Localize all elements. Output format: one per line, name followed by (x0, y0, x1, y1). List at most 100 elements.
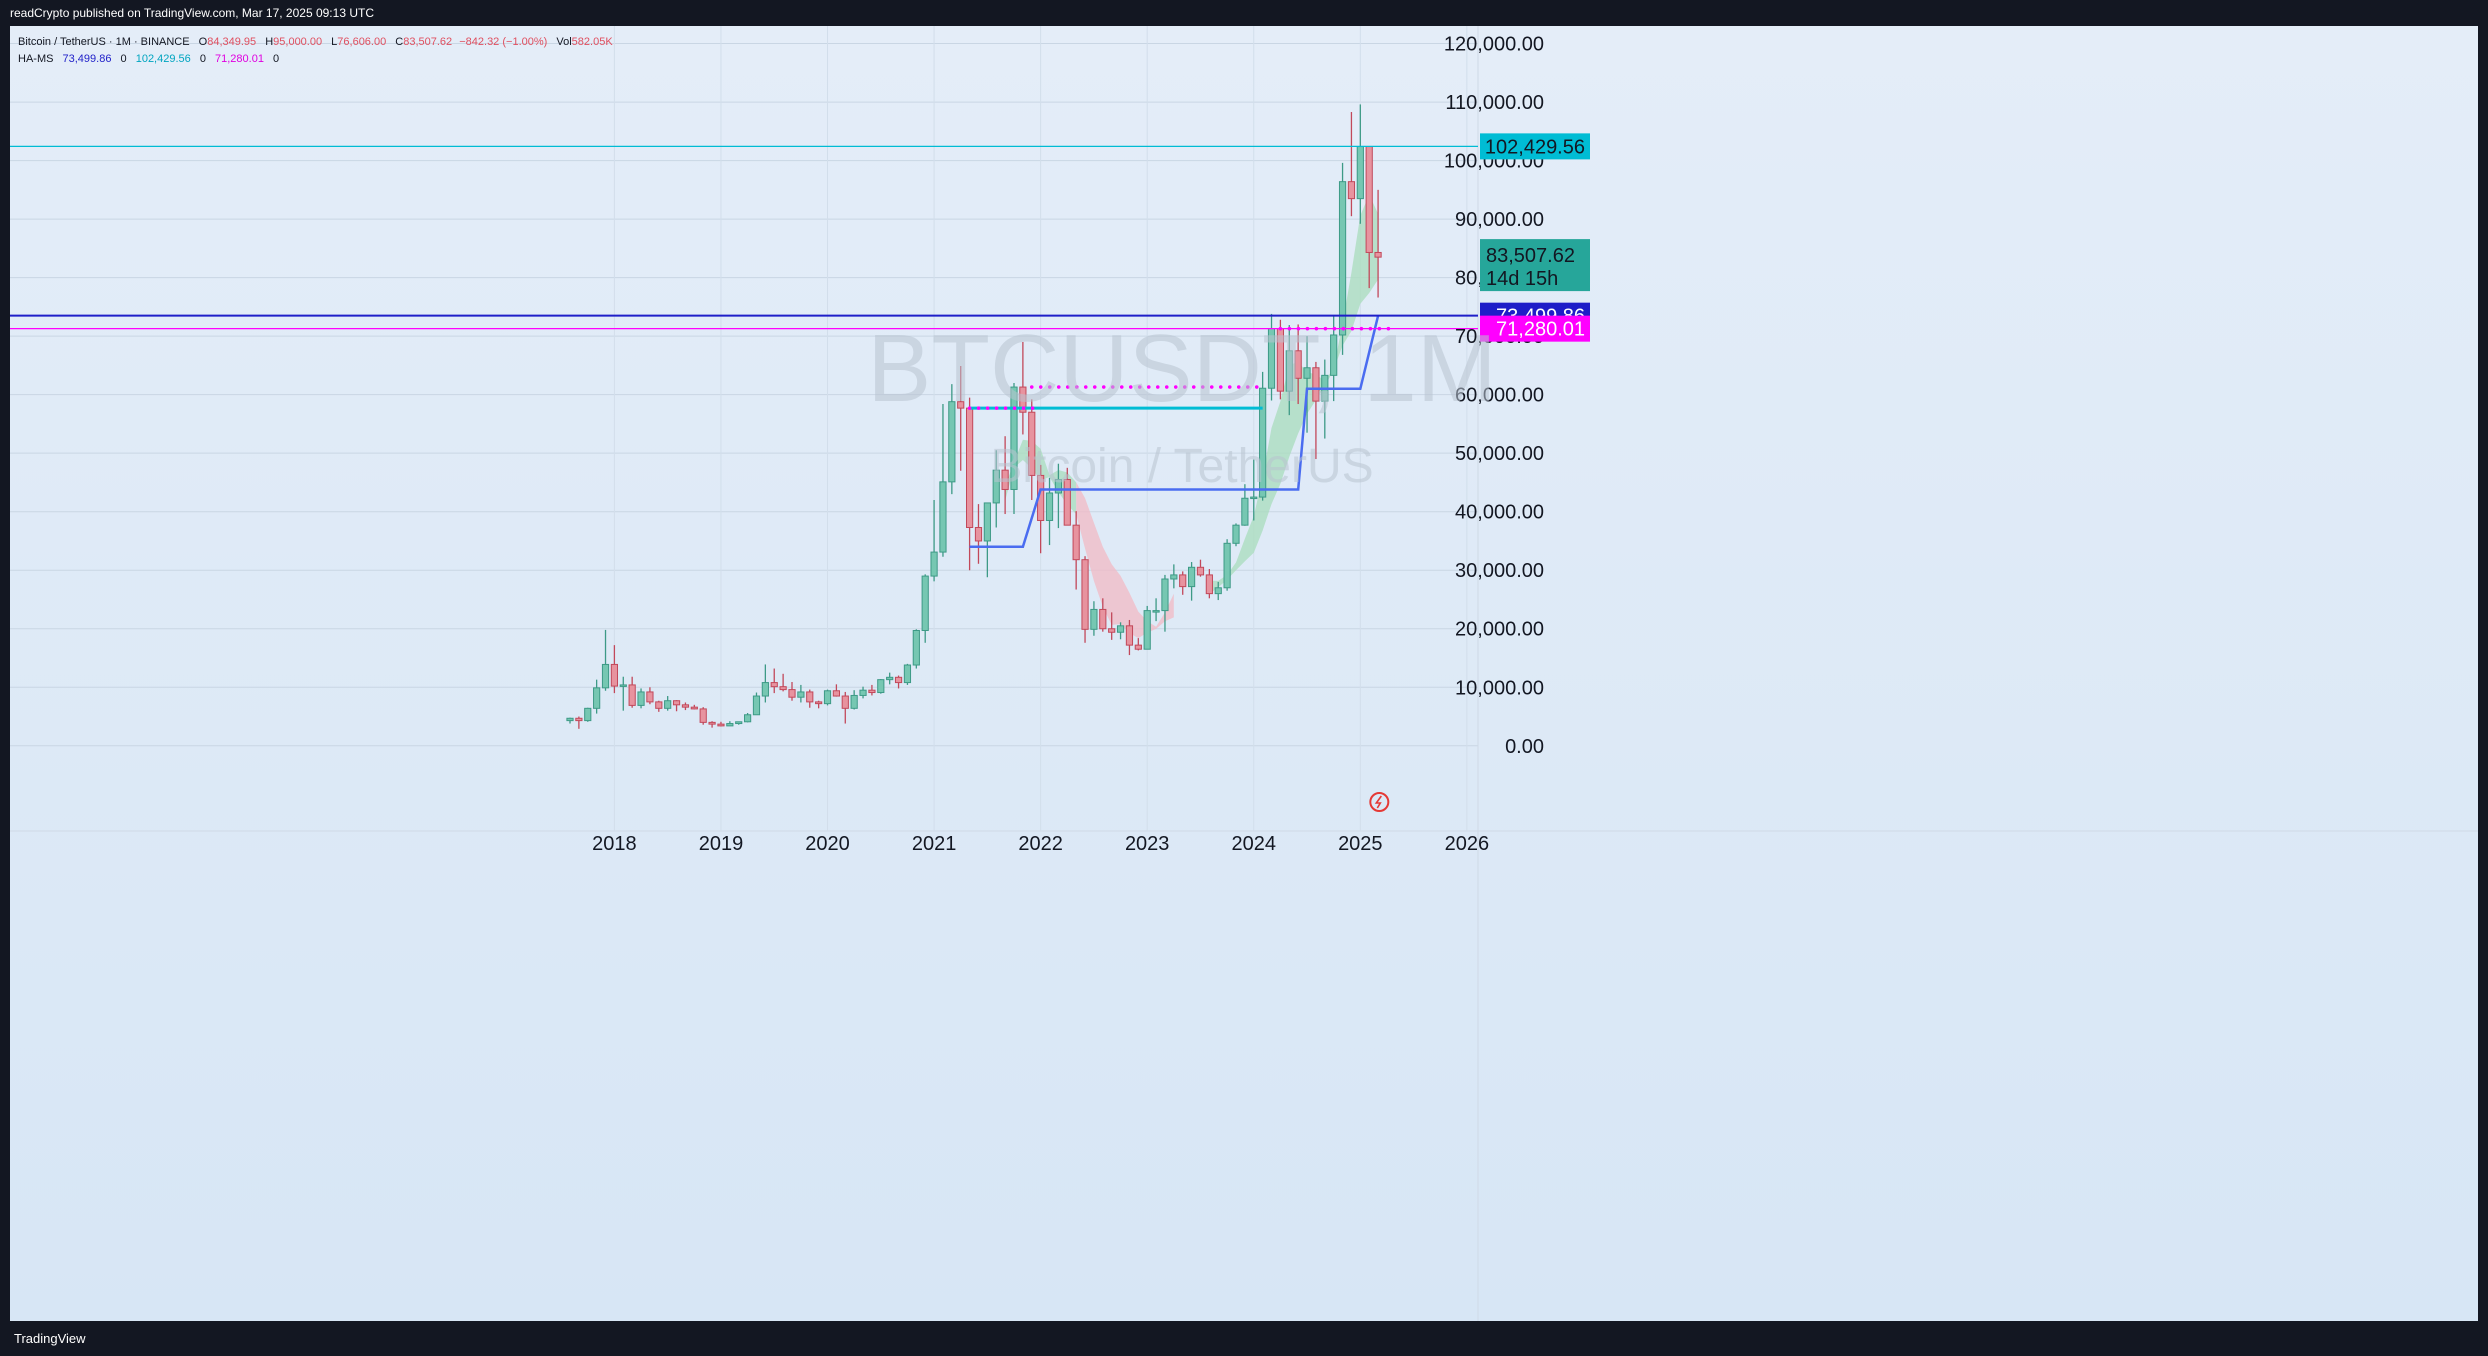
magenta-dotted-level (1128, 385, 1133, 389)
candle-body (1276, 328, 1285, 392)
magenta-dotted-level (1164, 385, 1169, 389)
candle-body (655, 701, 663, 709)
candle-body (744, 714, 752, 723)
candle-body (1250, 496, 1258, 500)
magenta-dotted-level (1021, 406, 1026, 410)
legend-open-key: O (198, 36, 208, 48)
candle-body (957, 401, 965, 409)
y-tick-label: 10,000.00 (1455, 677, 1544, 699)
magenta-dotted-level (976, 406, 981, 410)
ha-ms-step-line (969, 315, 1380, 549)
candle-body (886, 676, 894, 681)
legend-low: 76,606.00 (337, 36, 387, 48)
candle-body (664, 700, 672, 709)
price-badge-resistance (1480, 133, 1590, 160)
legend-high-key: H (265, 36, 274, 48)
magenta-dotted-level (1146, 385, 1151, 389)
candle-body (1099, 608, 1107, 630)
candle-body (770, 682, 778, 688)
candle-body (1196, 566, 1205, 576)
footer-bar: TradingView (0, 1321, 2488, 1356)
y-tick-label: 30,000.00 (1455, 560, 1544, 582)
candle-body (877, 679, 885, 694)
magenta-dotted-level (1155, 385, 1160, 389)
candle-body (850, 694, 858, 709)
magenta-dotted-level (1236, 385, 1241, 389)
candle-body (584, 707, 592, 722)
candle-body (1001, 469, 1009, 490)
candle-body (841, 695, 849, 709)
magenta-dotted-level (1173, 385, 1178, 389)
candle-body (735, 721, 743, 725)
legend-indicator-name: HA-MS (18, 53, 54, 65)
last-price-label: 83,507.62 (1486, 245, 1575, 267)
candle-body (1010, 386, 1018, 490)
candle-body (575, 717, 583, 722)
candle-body (1152, 610, 1160, 613)
publish-info: readCrypto published on TradingView.com,… (10, 6, 374, 20)
candle-body (1170, 574, 1178, 580)
candle-body (1214, 587, 1222, 595)
candle-body (1054, 479, 1063, 494)
magenta-dotted-level (1047, 385, 1052, 389)
candle-body (1143, 610, 1151, 650)
candle-body (1330, 334, 1338, 376)
candle-body (939, 481, 947, 553)
legend-close: 83,507.62 (403, 36, 453, 48)
magenta-dotted-level (1182, 385, 1187, 389)
magenta-dotted-level (1038, 385, 1043, 389)
candle-body (619, 684, 627, 687)
chart-legend: Bitcoin / TetherUS · 1M · BINANCE O84,34… (18, 34, 613, 68)
y-tick-label: 60,000.00 (1455, 385, 1544, 407)
chart-frame[interactable]: 120,000.00110,000.00100,000.0090,000.008… (10, 26, 2478, 1321)
candle-body (1267, 328, 1276, 389)
magenta-dotted-level (1074, 385, 1079, 389)
price-badge-ha-ms-3 (1480, 315, 1590, 342)
candle-body (593, 687, 601, 709)
candle-body (868, 689, 876, 694)
chart-canvas[interactable]: 120,000.00110,000.00100,000.0090,000.008… (10, 26, 2478, 1321)
candle-body (1161, 578, 1169, 612)
candle-body (1045, 492, 1054, 521)
tradingview-logo[interactable]: TradingView (14, 1331, 86, 1346)
magenta-dotted-level (1101, 385, 1106, 389)
candle-body (1347, 181, 1356, 200)
candle-body (832, 690, 840, 697)
candle-body (1179, 574, 1187, 588)
time-axis[interactable]: 2018 2019 2020 2021 2022 2023 2024 2025 2026 (592, 833, 1489, 855)
candle-body (672, 700, 681, 706)
candle-body (1259, 387, 1267, 498)
chart-markers (1369, 792, 1390, 812)
legend-ind-zero-1: 0 (120, 53, 127, 65)
candle-body (788, 689, 796, 698)
magenta-dotted-level (1218, 385, 1223, 389)
candle-body (974, 527, 983, 542)
x-tick-label: 2026 (1445, 833, 1490, 855)
y-tick-label: 20,000.00 (1455, 619, 1544, 641)
candle-body (1125, 625, 1134, 646)
magenta-dotted-level (1092, 385, 1097, 389)
candles (566, 104, 1382, 729)
legend-ind-value-1: 73,499.86 (62, 53, 112, 65)
candle-body (1081, 559, 1089, 630)
magenta-dotted-level (994, 406, 999, 410)
magenta-dotted-level (1254, 385, 1259, 389)
magenta-dotted-level (1227, 385, 1232, 389)
candle-body (1374, 251, 1382, 258)
candle-body (1223, 542, 1231, 589)
magenta-dotted-level (1245, 385, 1250, 389)
ha-ms-cloud (1209, 194, 1379, 595)
candle-body (1090, 608, 1098, 630)
candle-body (761, 682, 769, 697)
candle-body (1019, 386, 1027, 413)
x-tick-label: 2023 (1125, 833, 1170, 855)
candle-body (1028, 411, 1036, 476)
price-lines (10, 145, 1478, 330)
ha-ms-lines (967, 315, 1391, 549)
legend-ind-zero-2: 0 (199, 53, 206, 65)
magenta-dotted-level (1083, 385, 1088, 389)
candle-body (1134, 644, 1142, 650)
candle-body (1294, 350, 1302, 379)
legend-ind-value-3: 71,280.01 (215, 53, 264, 65)
magenta-dotted-level (1191, 385, 1196, 389)
